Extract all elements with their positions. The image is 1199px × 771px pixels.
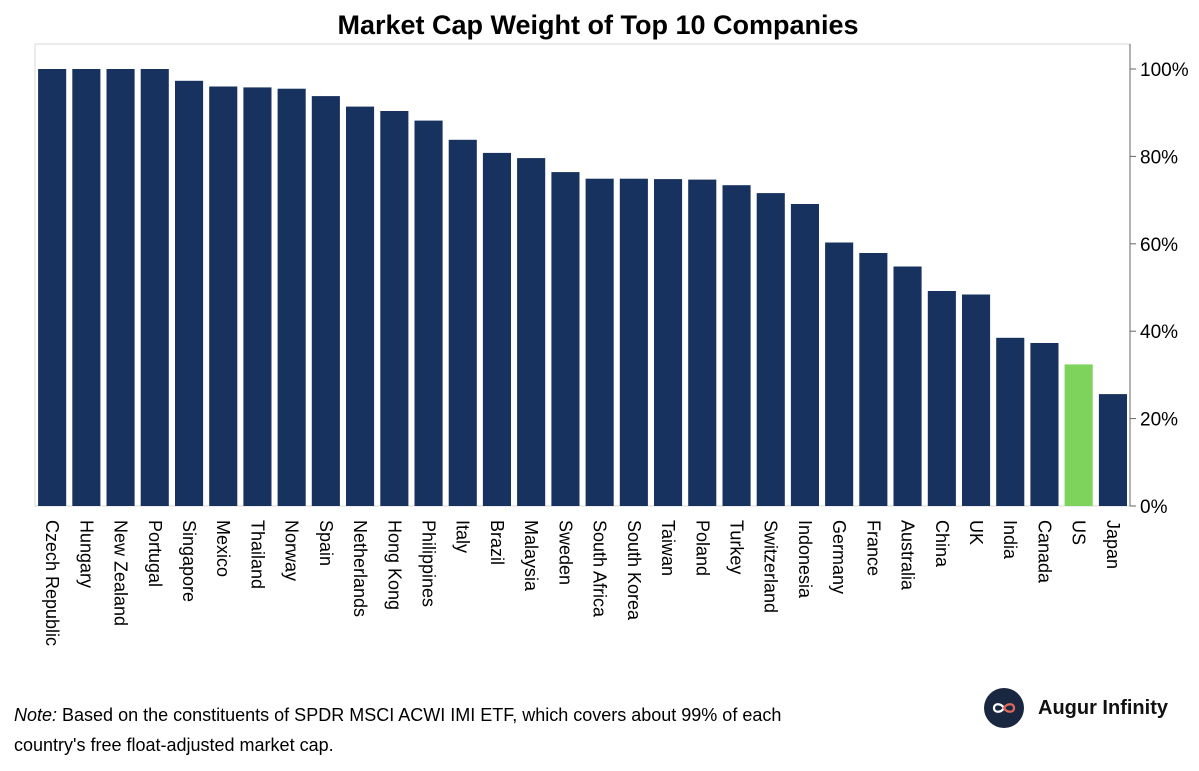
bar-japan (1098, 394, 1127, 506)
bar-hong-kong (380, 111, 409, 506)
bar-netherlands (346, 106, 375, 506)
x-tick-label: Indonesia (795, 520, 815, 599)
bar-thailand (243, 87, 272, 507)
bar-south-africa (585, 178, 614, 506)
bar-brazil (482, 152, 511, 506)
bar-norway (277, 88, 306, 506)
brand: Augur Infinity (984, 688, 1168, 728)
x-tick-label: Japan (1103, 520, 1123, 569)
bars-layer (38, 69, 1127, 507)
y-tick-label: 80% (1140, 147, 1178, 168)
x-tick-label: South Africa (590, 520, 610, 618)
bar-philippines (414, 120, 443, 506)
bar-singapore (175, 80, 204, 507)
chart-title: Market Cap Weight of Top 10 Companies (337, 10, 858, 40)
bar-mexico (209, 86, 238, 506)
x-tick-label: Hong Kong (384, 520, 404, 610)
x-tick-label: Turkey (727, 520, 747, 574)
x-tick-label: Poland (692, 520, 712, 576)
x-tick-label: Taiwan (658, 520, 678, 576)
bar-switzerland (756, 193, 785, 506)
x-tick-label: Netherlands (350, 520, 370, 617)
x-tick-label: Mexico (213, 520, 233, 577)
footnote: Note: Based on the constituents of SPDR … (14, 700, 844, 760)
x-tick-label: New Zealand (111, 520, 131, 626)
y-tick-label: 60% (1140, 235, 1178, 256)
x-tick-label: Hungary (76, 520, 96, 588)
bar-germany (825, 242, 854, 506)
x-tick-label: Italy (453, 520, 473, 553)
x-tick-label: Brazil (487, 520, 507, 565)
x-axis-labels: Czech Republic Hungary New Zealand Portugal… (42, 520, 1123, 646)
bar-malaysia (517, 158, 546, 506)
bar-sweden (551, 172, 580, 506)
x-tick-label: Switzerland (761, 520, 781, 613)
bar-taiwan (654, 179, 683, 506)
bar-portugal (140, 69, 169, 506)
bar-italy (448, 139, 477, 507)
y-tick-label: 40% (1140, 322, 1178, 343)
bar-poland (688, 179, 717, 506)
x-tick-label: Australia (898, 520, 918, 591)
bar-chart: Market Cap Weight of Top 10 Companies 0%… (34, 10, 1189, 646)
x-tick-label: Sweden (555, 520, 575, 585)
x-tick-label: Canada (1035, 520, 1055, 584)
bar-indonesia (790, 204, 819, 506)
x-tick-label: France (863, 520, 883, 576)
y-tick-label: 0% (1140, 497, 1168, 518)
bar-new-zealand (106, 69, 135, 506)
y-tick-label: 20% (1140, 410, 1178, 431)
bar-india (996, 337, 1025, 506)
x-tick-label: India (1000, 520, 1020, 560)
bar-us (1064, 364, 1093, 506)
bar-china (927, 291, 956, 506)
x-tick-label: Malaysia (521, 520, 541, 592)
x-tick-label: Czech Republic (42, 520, 62, 646)
y-axis-ticks: 0% 20% 40% 60% 80% 100% (1130, 60, 1189, 518)
x-tick-label: China (932, 520, 952, 568)
bar-czech-republic (38, 69, 67, 506)
x-tick-label: Philippines (419, 520, 439, 607)
infinity-icon (984, 688, 1024, 728)
bar-uk (962, 294, 991, 506)
bar-turkey (722, 185, 751, 506)
x-tick-label: Singapore (179, 520, 199, 602)
footnote-text: Based on the constituents of SPDR MSCI A… (14, 705, 782, 755)
x-tick-label: Norway (282, 520, 302, 581)
x-tick-label: Spain (316, 520, 336, 566)
bar-australia (893, 266, 922, 506)
x-tick-label: Portugal (145, 520, 165, 587)
bar-south-korea (619, 178, 648, 506)
bar-spain (311, 96, 340, 506)
x-tick-label: Germany (829, 520, 849, 594)
footnote-prefix: Note: (14, 705, 58, 725)
x-tick-label: South Korea (624, 520, 644, 621)
x-tick-label: Thailand (247, 520, 267, 589)
bar-france (859, 253, 888, 506)
brand-name: Augur Infinity (1038, 696, 1168, 719)
x-tick-label: US (1069, 520, 1089, 545)
y-tick-label: 100% (1140, 60, 1189, 81)
bar-hungary (72, 69, 101, 506)
x-tick-label: UK (966, 520, 986, 545)
bar-canada (1030, 343, 1059, 506)
